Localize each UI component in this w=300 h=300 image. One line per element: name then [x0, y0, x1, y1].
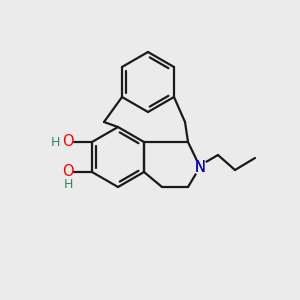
- Text: H: H: [50, 136, 60, 148]
- Text: O: O: [62, 134, 74, 149]
- Text: O: O: [62, 164, 74, 179]
- Text: H: H: [63, 178, 73, 191]
- Text: N: N: [195, 160, 206, 175]
- Text: N: N: [195, 160, 206, 175]
